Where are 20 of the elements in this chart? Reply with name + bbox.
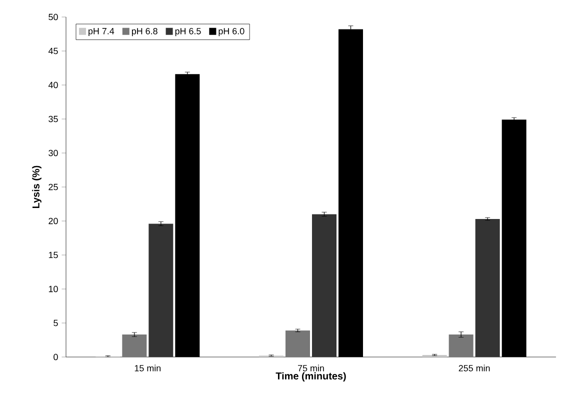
legend-label: pH 7.4 (88, 28, 114, 36)
legend-label: pH 6.8 (132, 28, 158, 36)
y-tick-label: 10 (48, 286, 58, 292)
x-tick-label: 75 min (298, 364, 324, 372)
y-tick-label: 30 (48, 150, 58, 156)
y-tick-label: 0 (54, 354, 58, 360)
y-tick-label: 15 (48, 252, 58, 258)
y-tick-label: 40 (48, 82, 58, 88)
legend-label: pH 6.5 (175, 28, 201, 36)
y-tick-label: 20 (48, 218, 58, 224)
y-tick-label: 45 (48, 48, 58, 54)
x-tick-label: 255 min (458, 364, 490, 372)
legend-label: pH 6.0 (218, 28, 244, 36)
y-tick-label: 35 (48, 116, 58, 122)
x-axis-title: Time (minutes) (276, 372, 346, 382)
y-tick-label: 25 (48, 184, 58, 190)
y-axis-title: Lysis (%) (32, 166, 42, 208)
y-tick-label: 50 (48, 14, 58, 20)
x-tick-label: 15 min (134, 364, 161, 372)
y-tick-label: 5 (54, 320, 58, 326)
